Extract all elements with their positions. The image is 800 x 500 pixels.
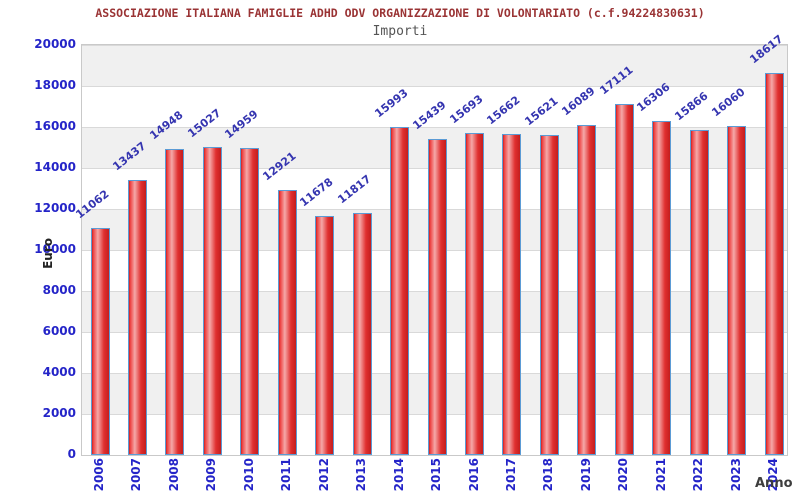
y-tick-label: 8000 — [42, 283, 76, 297]
x-tick-label: 2018 — [541, 458, 555, 492]
bar-2009 — [203, 147, 222, 455]
y-tick-label: 16000 — [34, 119, 76, 133]
x-tick-label: 2015 — [429, 458, 443, 492]
x-tick-label: 2020 — [616, 458, 630, 492]
chart-subtitle: Importi — [372, 24, 428, 39]
y-tick-label: 6000 — [42, 324, 76, 338]
bar-2014 — [390, 127, 409, 455]
y-tick-label: 20000 — [34, 37, 76, 51]
x-tick-label: 2022 — [691, 458, 705, 492]
bar-2011 — [278, 190, 297, 455]
bar-2012 — [315, 216, 334, 455]
bar-2018 — [540, 135, 559, 455]
x-tick-label: 2021 — [654, 458, 668, 492]
bar-2022 — [690, 130, 709, 455]
chart-title: ASSOCIAZIONE ITALIANA FAMIGLIE ADHD ODV … — [95, 6, 705, 20]
bar-2017 — [502, 134, 521, 455]
x-tick-label: 2010 — [242, 458, 256, 492]
x-tick-label: 2019 — [579, 458, 593, 492]
y-tick-label: 14000 — [34, 160, 76, 174]
x-tick-label: 2008 — [167, 458, 181, 492]
y-tick-label: 12000 — [34, 201, 76, 215]
x-tick-label: 2013 — [354, 458, 368, 492]
bar-2023 — [727, 126, 746, 455]
x-tick-label: 2011 — [279, 458, 293, 492]
x-tick-label: 2009 — [204, 458, 218, 492]
bar-2010 — [240, 148, 259, 455]
x-tick-label: 2007 — [129, 458, 143, 492]
x-tick-label: 2014 — [392, 458, 406, 492]
x-axis-title: Anno — [755, 476, 793, 491]
y-tick-label: 4000 — [42, 365, 76, 379]
y-tick-label: 0 — [67, 447, 76, 461]
bar-2021 — [652, 121, 671, 455]
bar-2016 — [465, 133, 484, 455]
x-tick-label: 2006 — [92, 458, 106, 492]
bar-2007 — [128, 180, 147, 455]
x-tick-label: 2017 — [504, 458, 518, 492]
y-tick-label: 2000 — [42, 406, 76, 420]
y-tick-label: 10000 — [34, 242, 76, 256]
bar-2008 — [165, 149, 184, 455]
bar-2006 — [91, 228, 110, 455]
y-axis-title: Euro — [41, 238, 55, 269]
bar-2015 — [428, 139, 447, 455]
y-tick-label: 18000 — [34, 78, 76, 92]
x-tick-label: 2016 — [467, 458, 481, 492]
bar-2013 — [353, 213, 372, 455]
x-tick-label: 2012 — [317, 458, 331, 492]
x-tick-label: 2023 — [729, 458, 743, 492]
bar-2019 — [577, 125, 596, 455]
bar-2024 — [765, 73, 784, 455]
bar-2020 — [615, 104, 634, 455]
